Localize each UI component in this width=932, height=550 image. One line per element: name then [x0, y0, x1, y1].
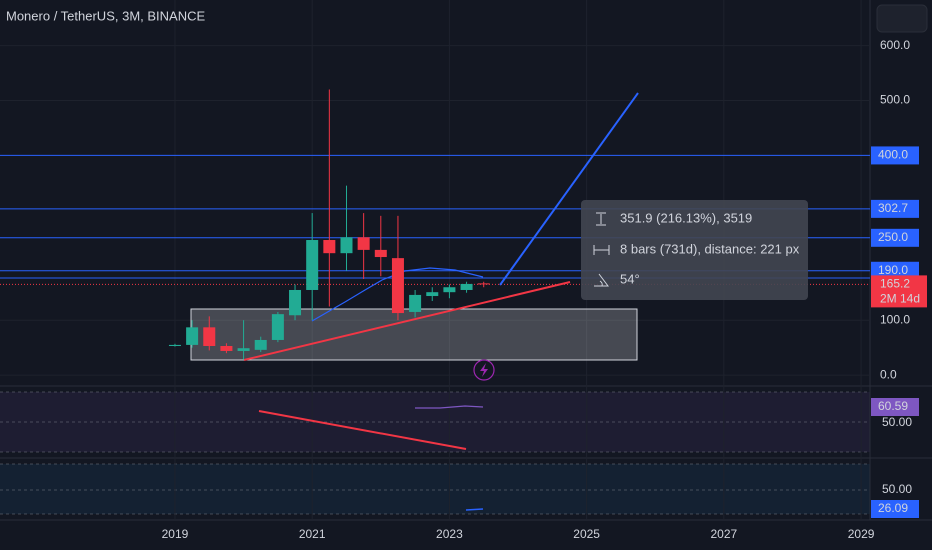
- candle-body: [409, 294, 422, 312]
- level-label-box: [871, 261, 919, 280]
- measure-range: 8 bars (731d), distance: 221 px: [620, 241, 800, 256]
- indicator-line: [465, 508, 484, 511]
- measure-price: 351.9 (216.13%), 3519: [620, 210, 752, 225]
- last-price-label: 165.2: [880, 277, 910, 291]
- icon: [594, 273, 609, 287]
- level-label-box: [871, 199, 919, 218]
- level-label-box: [871, 146, 919, 165]
- candle-body: [168, 344, 181, 347]
- candle-body: [340, 237, 353, 254]
- toolbar-button[interactable]: [876, 4, 928, 33]
- candle-body: [443, 287, 456, 293]
- candle-body: [374, 249, 387, 258]
- candle-body: [203, 327, 216, 347]
- candle-body: [460, 283, 473, 290]
- trend-line: [499, 92, 639, 286]
- level-label-box: [871, 228, 919, 247]
- pane2-tick: 50.00: [882, 482, 912, 496]
- candle-body: [323, 240, 336, 254]
- level-label: 302.7: [878, 201, 908, 215]
- x-tick-label: 2029: [848, 527, 875, 541]
- rsi-line: [415, 405, 484, 409]
- pane2-value-box: [871, 500, 919, 518]
- rsi-value-box: [871, 398, 919, 416]
- x-tick-label: 2025: [573, 527, 600, 541]
- level-label: 400.0: [878, 148, 908, 162]
- candle-body: [477, 283, 490, 285]
- pane2-value: 26.09: [878, 501, 908, 515]
- icon: [593, 245, 610, 255]
- candle-body: [220, 346, 233, 351]
- level-label: 250.0: [878, 230, 908, 244]
- rsi-tick: 50.00: [882, 415, 912, 429]
- measure-angle: 54°: [620, 271, 640, 286]
- x-tick-label: 2021: [299, 527, 326, 541]
- y-tick-label: 600.0: [880, 38, 910, 52]
- x-tick-label: 2019: [162, 527, 189, 541]
- candle-body: [357, 237, 370, 250]
- x-tick-label: 2027: [711, 527, 738, 541]
- candle-body: [391, 258, 404, 314]
- candle-body: [271, 314, 284, 340]
- trend-line: [258, 410, 467, 450]
- candle-body: [254, 339, 267, 350]
- measure-tooltip: [581, 200, 808, 300]
- lightning: [480, 363, 488, 377]
- candle-body: [426, 292, 439, 297]
- candle-body: [289, 289, 302, 316]
- rsi-value: 60.59: [878, 399, 908, 413]
- last-price-box: [871, 275, 927, 308]
- y-tick-label: 500.0: [880, 93, 910, 107]
- candle-body: [186, 327, 199, 345]
- candle-body: [306, 240, 319, 290]
- candle-body: [237, 348, 250, 351]
- countdown: 2M 14d: [880, 292, 920, 306]
- pane2-band: [0, 464, 870, 514]
- y-tick-label: 100.0: [880, 312, 910, 326]
- y-tick-label: 0.0: [880, 367, 897, 381]
- rectangle-drawing: [190, 308, 638, 361]
- x-tick-label: 2023: [436, 527, 463, 541]
- trend-line: [243, 281, 571, 361]
- level-label: 190.0: [878, 263, 908, 277]
- chart-title: Monero / TetherUS, 3M, BINANCE: [6, 8, 205, 23]
- icon: [596, 212, 606, 226]
